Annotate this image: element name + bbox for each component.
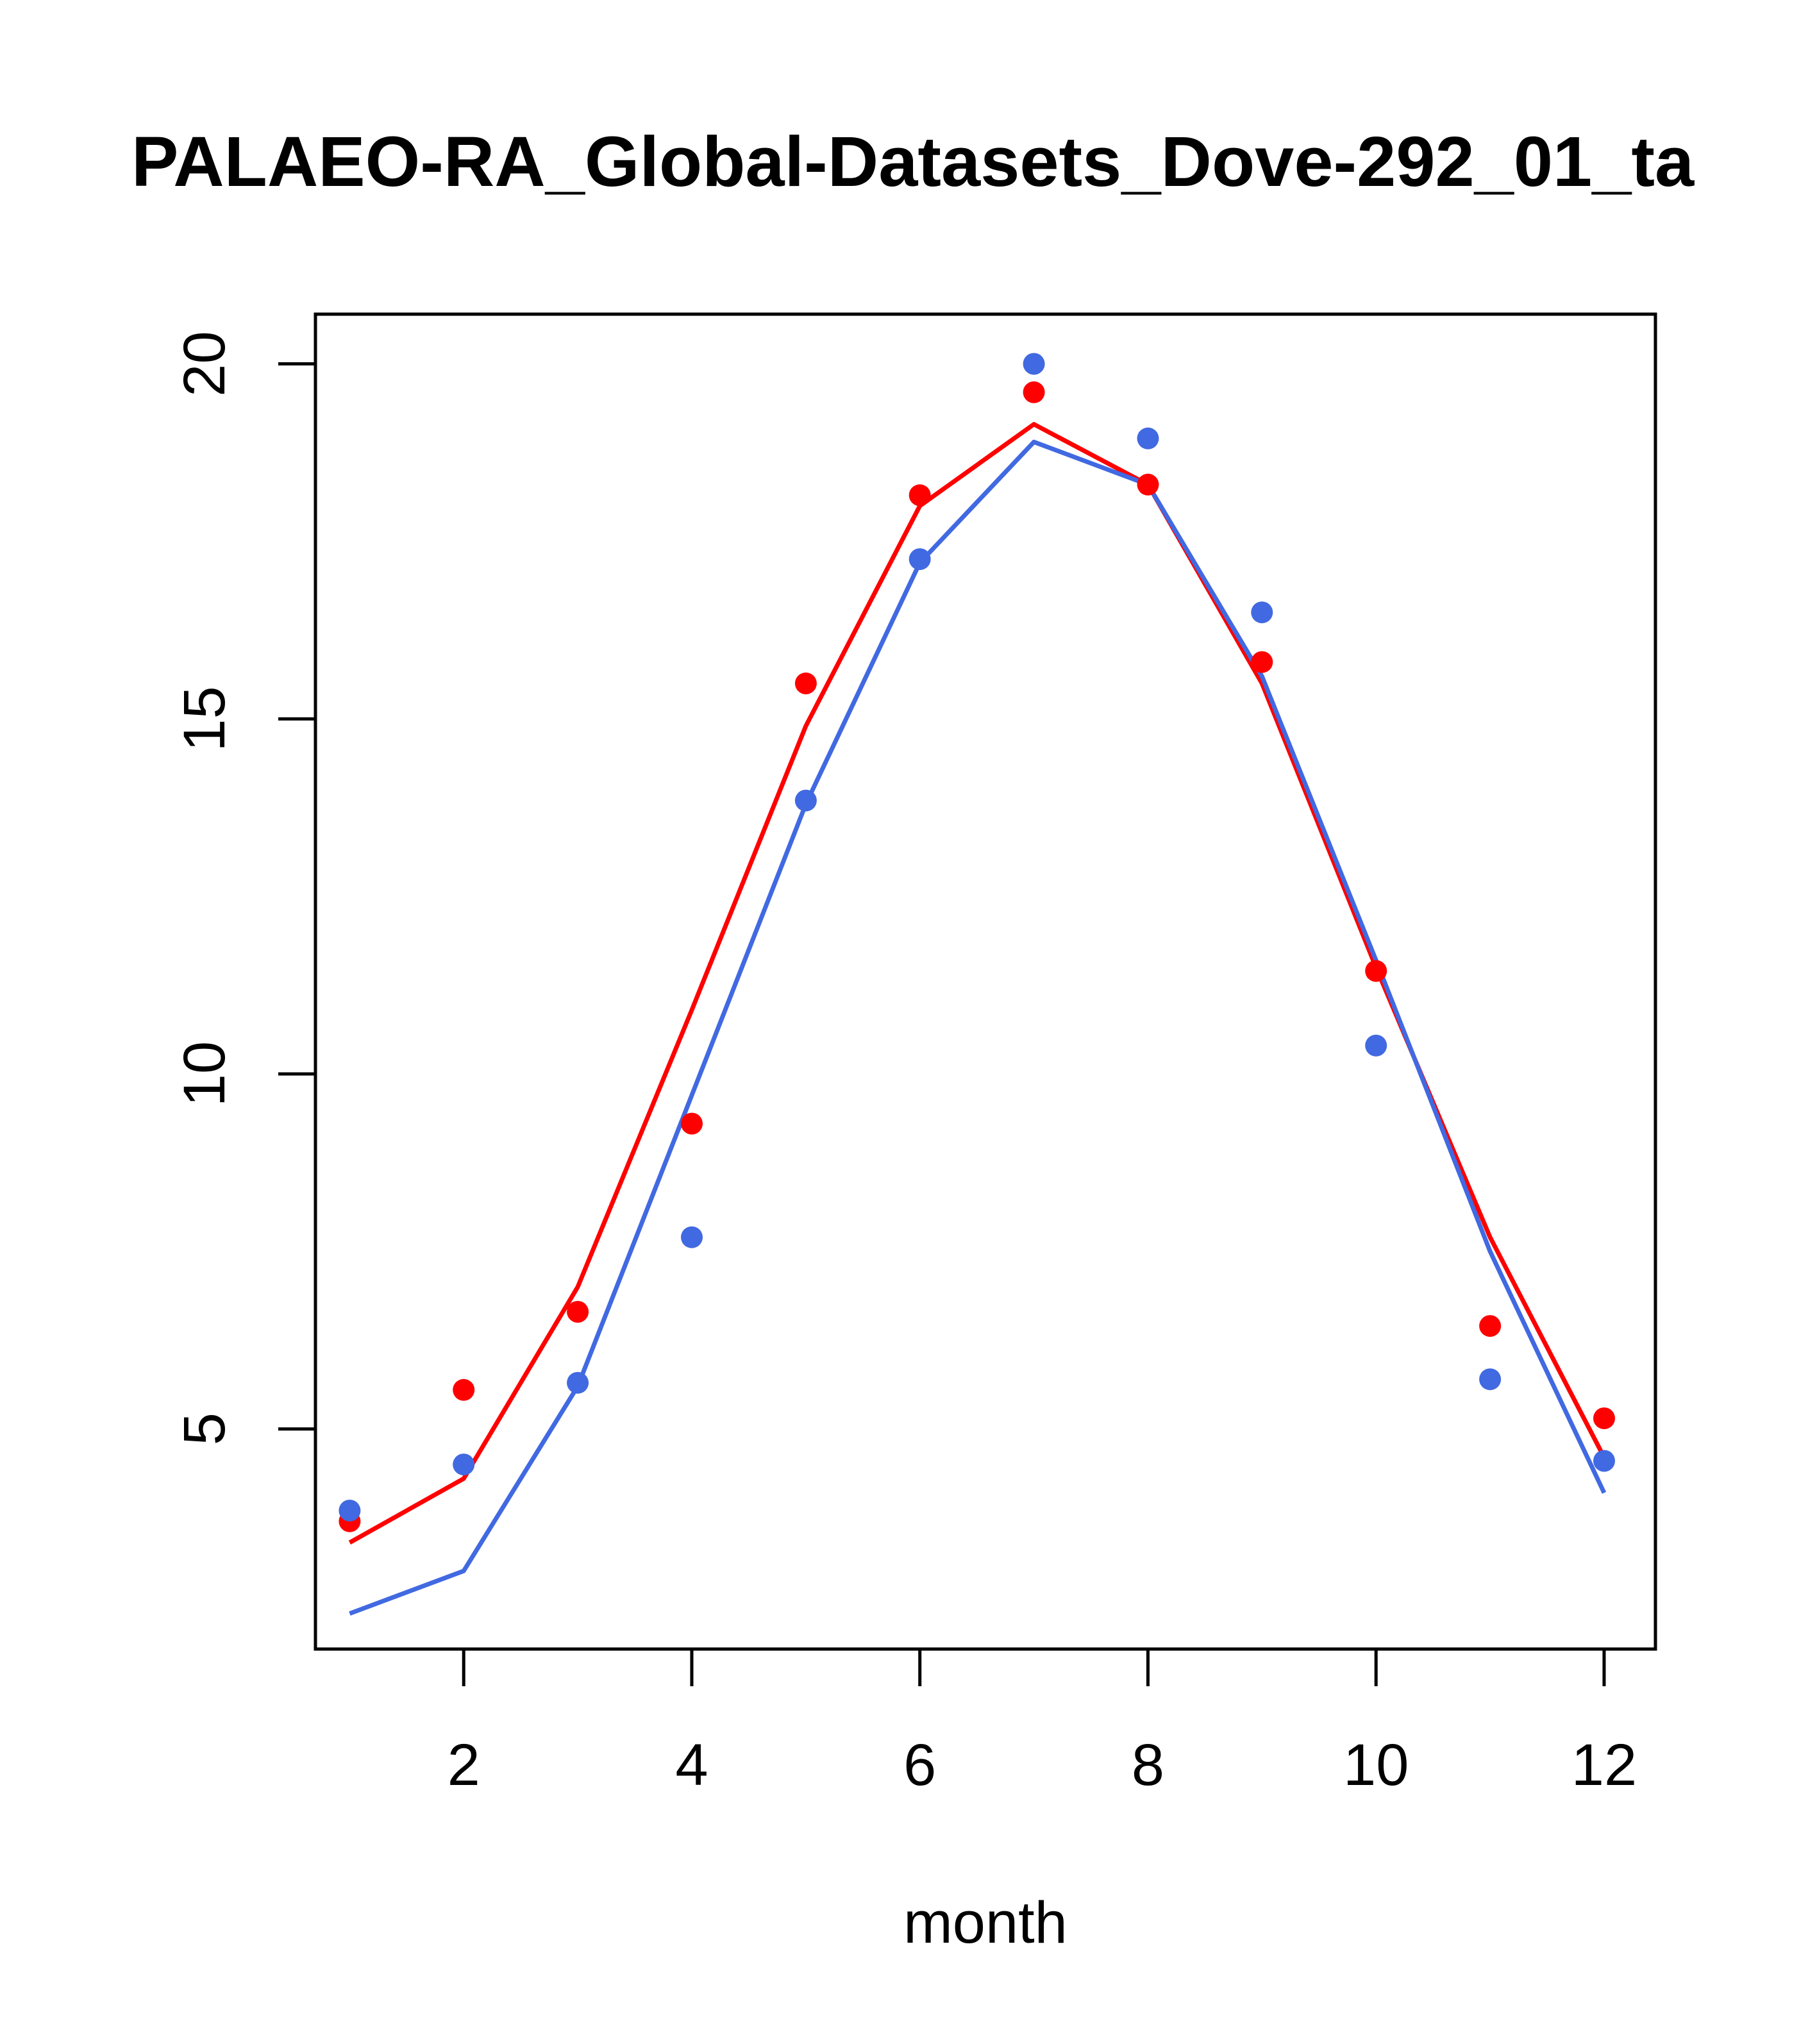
y-axis-ticks: 5 10 15 20: [172, 331, 315, 1445]
series-1-point: [681, 1112, 703, 1135]
x-tick-label: 12: [1571, 1732, 1637, 1798]
x-tick-label: 8: [1132, 1732, 1164, 1798]
series-2-point: [1479, 1368, 1502, 1391]
series-1-point: [794, 672, 817, 694]
series-2-line: [349, 439, 1607, 1616]
chart-title: PALAEO-RA_Global-Datasets_Dove-292_01_ta: [131, 122, 1695, 201]
x-axis-label: month: [903, 1890, 1068, 1956]
series-1-point: [453, 1378, 475, 1401]
series-2-point: [1365, 1034, 1387, 1057]
x-tick-label: 10: [1343, 1732, 1409, 1798]
series-2-point: [794, 789, 817, 812]
series-layer: [339, 353, 1615, 1616]
series-1-point: [1593, 1407, 1615, 1430]
plot-frame: [314, 312, 1657, 1651]
x-axis-ticks: 2 4 6 8 10 12: [448, 1649, 1637, 1798]
series-1-point: [1137, 473, 1159, 496]
y-tick-label: 15: [172, 686, 237, 751]
y-tick-label: 5: [172, 1412, 237, 1445]
x-tick-label: 6: [903, 1732, 936, 1798]
series-1-point: [1365, 960, 1387, 982]
series-2-point: [339, 1500, 361, 1521]
series-1-point: [567, 1301, 589, 1323]
x-tick-label: 4: [675, 1732, 708, 1798]
series-2-point: [1593, 1450, 1615, 1472]
series-1-line: [348, 422, 1607, 1545]
series-2-point: [1137, 427, 1159, 449]
x-tick-label: 2: [448, 1732, 480, 1798]
y-tick-label: 10: [172, 1041, 237, 1107]
series-1-point: [1251, 651, 1273, 673]
series-1-point: [908, 484, 931, 507]
series-2-point: [1251, 601, 1273, 624]
series-1-point: [1023, 381, 1045, 403]
series-2-point: [1023, 353, 1045, 375]
series-2-point: [681, 1226, 703, 1248]
series-1-point: [1479, 1315, 1502, 1337]
y-tick-label: 20: [172, 331, 237, 396]
series-2-point: [908, 548, 931, 571]
series-2-point: [567, 1371, 589, 1394]
series-2-point: [453, 1453, 475, 1476]
